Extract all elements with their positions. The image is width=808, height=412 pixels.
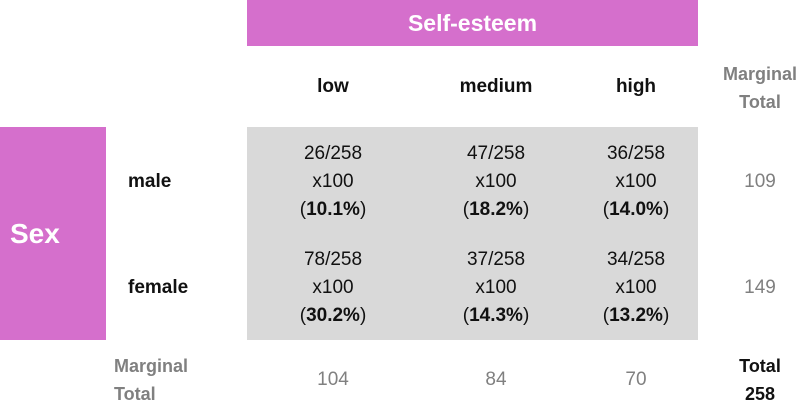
cell-male-high: 36/258 x100 (14.0%) [566,140,706,224]
column-variable-header: Self-esteem [247,0,698,46]
column-header-medium: medium [459,76,533,97]
cell-percent: (18.2%) [462,199,530,220]
grand-total-label: Total [739,356,781,376]
row-header-male: male [128,171,172,192]
column-marginal-total-high: 70 [625,369,647,390]
cell-percent-value: 30.2% [306,305,360,326]
cell-multiplier: x100 [312,277,354,298]
cell-percent-value: 18.2% [469,199,523,220]
row-marginal-total-male: 109 [744,171,776,192]
cell-percent-value: 10.1% [306,199,360,220]
cell-percent-value: 14.0% [609,199,663,220]
row-variable-label: Sex [10,217,60,249]
row-variable-header: Sex [0,127,106,340]
cell-multiplier: x100 [475,277,517,298]
column-marginal-total-low: 104 [317,369,349,390]
cell-multiplier: x100 [615,171,657,192]
row-header-female: female [128,277,189,298]
cell-multiplier: x100 [312,171,354,192]
cell-fraction: 47/258 [466,143,526,164]
cell-male-medium: 47/258 x100 (18.2%) [426,140,566,224]
grand-total-value: 258 [744,384,776,404]
marginal-total-line2: Total [114,384,156,404]
cell-fraction: 78/258 [303,249,363,270]
cell-female-medium: 37/258 x100 (14.3%) [426,246,566,330]
column-variable-label: Self-esteem [407,9,538,36]
cell-fraction: 36/258 [606,143,666,164]
marginal-total-line2: Total [739,92,781,112]
cell-female-high: 34/258 x100 (13.2%) [566,246,706,330]
column-header-high: high [615,76,657,97]
marginal-total-line1: Marginal [722,64,797,84]
cell-percent: (13.2%) [602,305,670,326]
cell-fraction: 37/258 [466,249,526,270]
cell-area-background [247,127,698,340]
column-header-low: low [317,76,349,97]
marginal-total-line1: Marginal [114,356,189,376]
marginal-total-column-header: Marginal Total [708,60,808,116]
cell-percent: (10.1%) [299,199,367,220]
cell-percent: (14.0%) [602,199,670,220]
cell-fraction: 34/258 [606,249,666,270]
cell-fraction: 26/258 [303,143,363,164]
cell-multiplier: x100 [475,171,517,192]
cell-multiplier: x100 [615,277,657,298]
marginal-total-row-header: Marginal Total [114,352,234,408]
cell-male-low: 26/258 x100 (10.1%) [263,140,403,224]
cell-percent: (30.2%) [299,305,367,326]
cell-percent-value: 13.2% [609,305,663,326]
column-marginal-total-medium: 84 [485,369,507,390]
cell-percent-value: 14.3% [469,305,523,326]
cell-female-low: 78/258 x100 (30.2%) [263,246,403,330]
cell-percent: (14.3%) [462,305,530,326]
grand-total: Total 258 [708,352,808,408]
row-marginal-total-female: 149 [744,277,776,298]
